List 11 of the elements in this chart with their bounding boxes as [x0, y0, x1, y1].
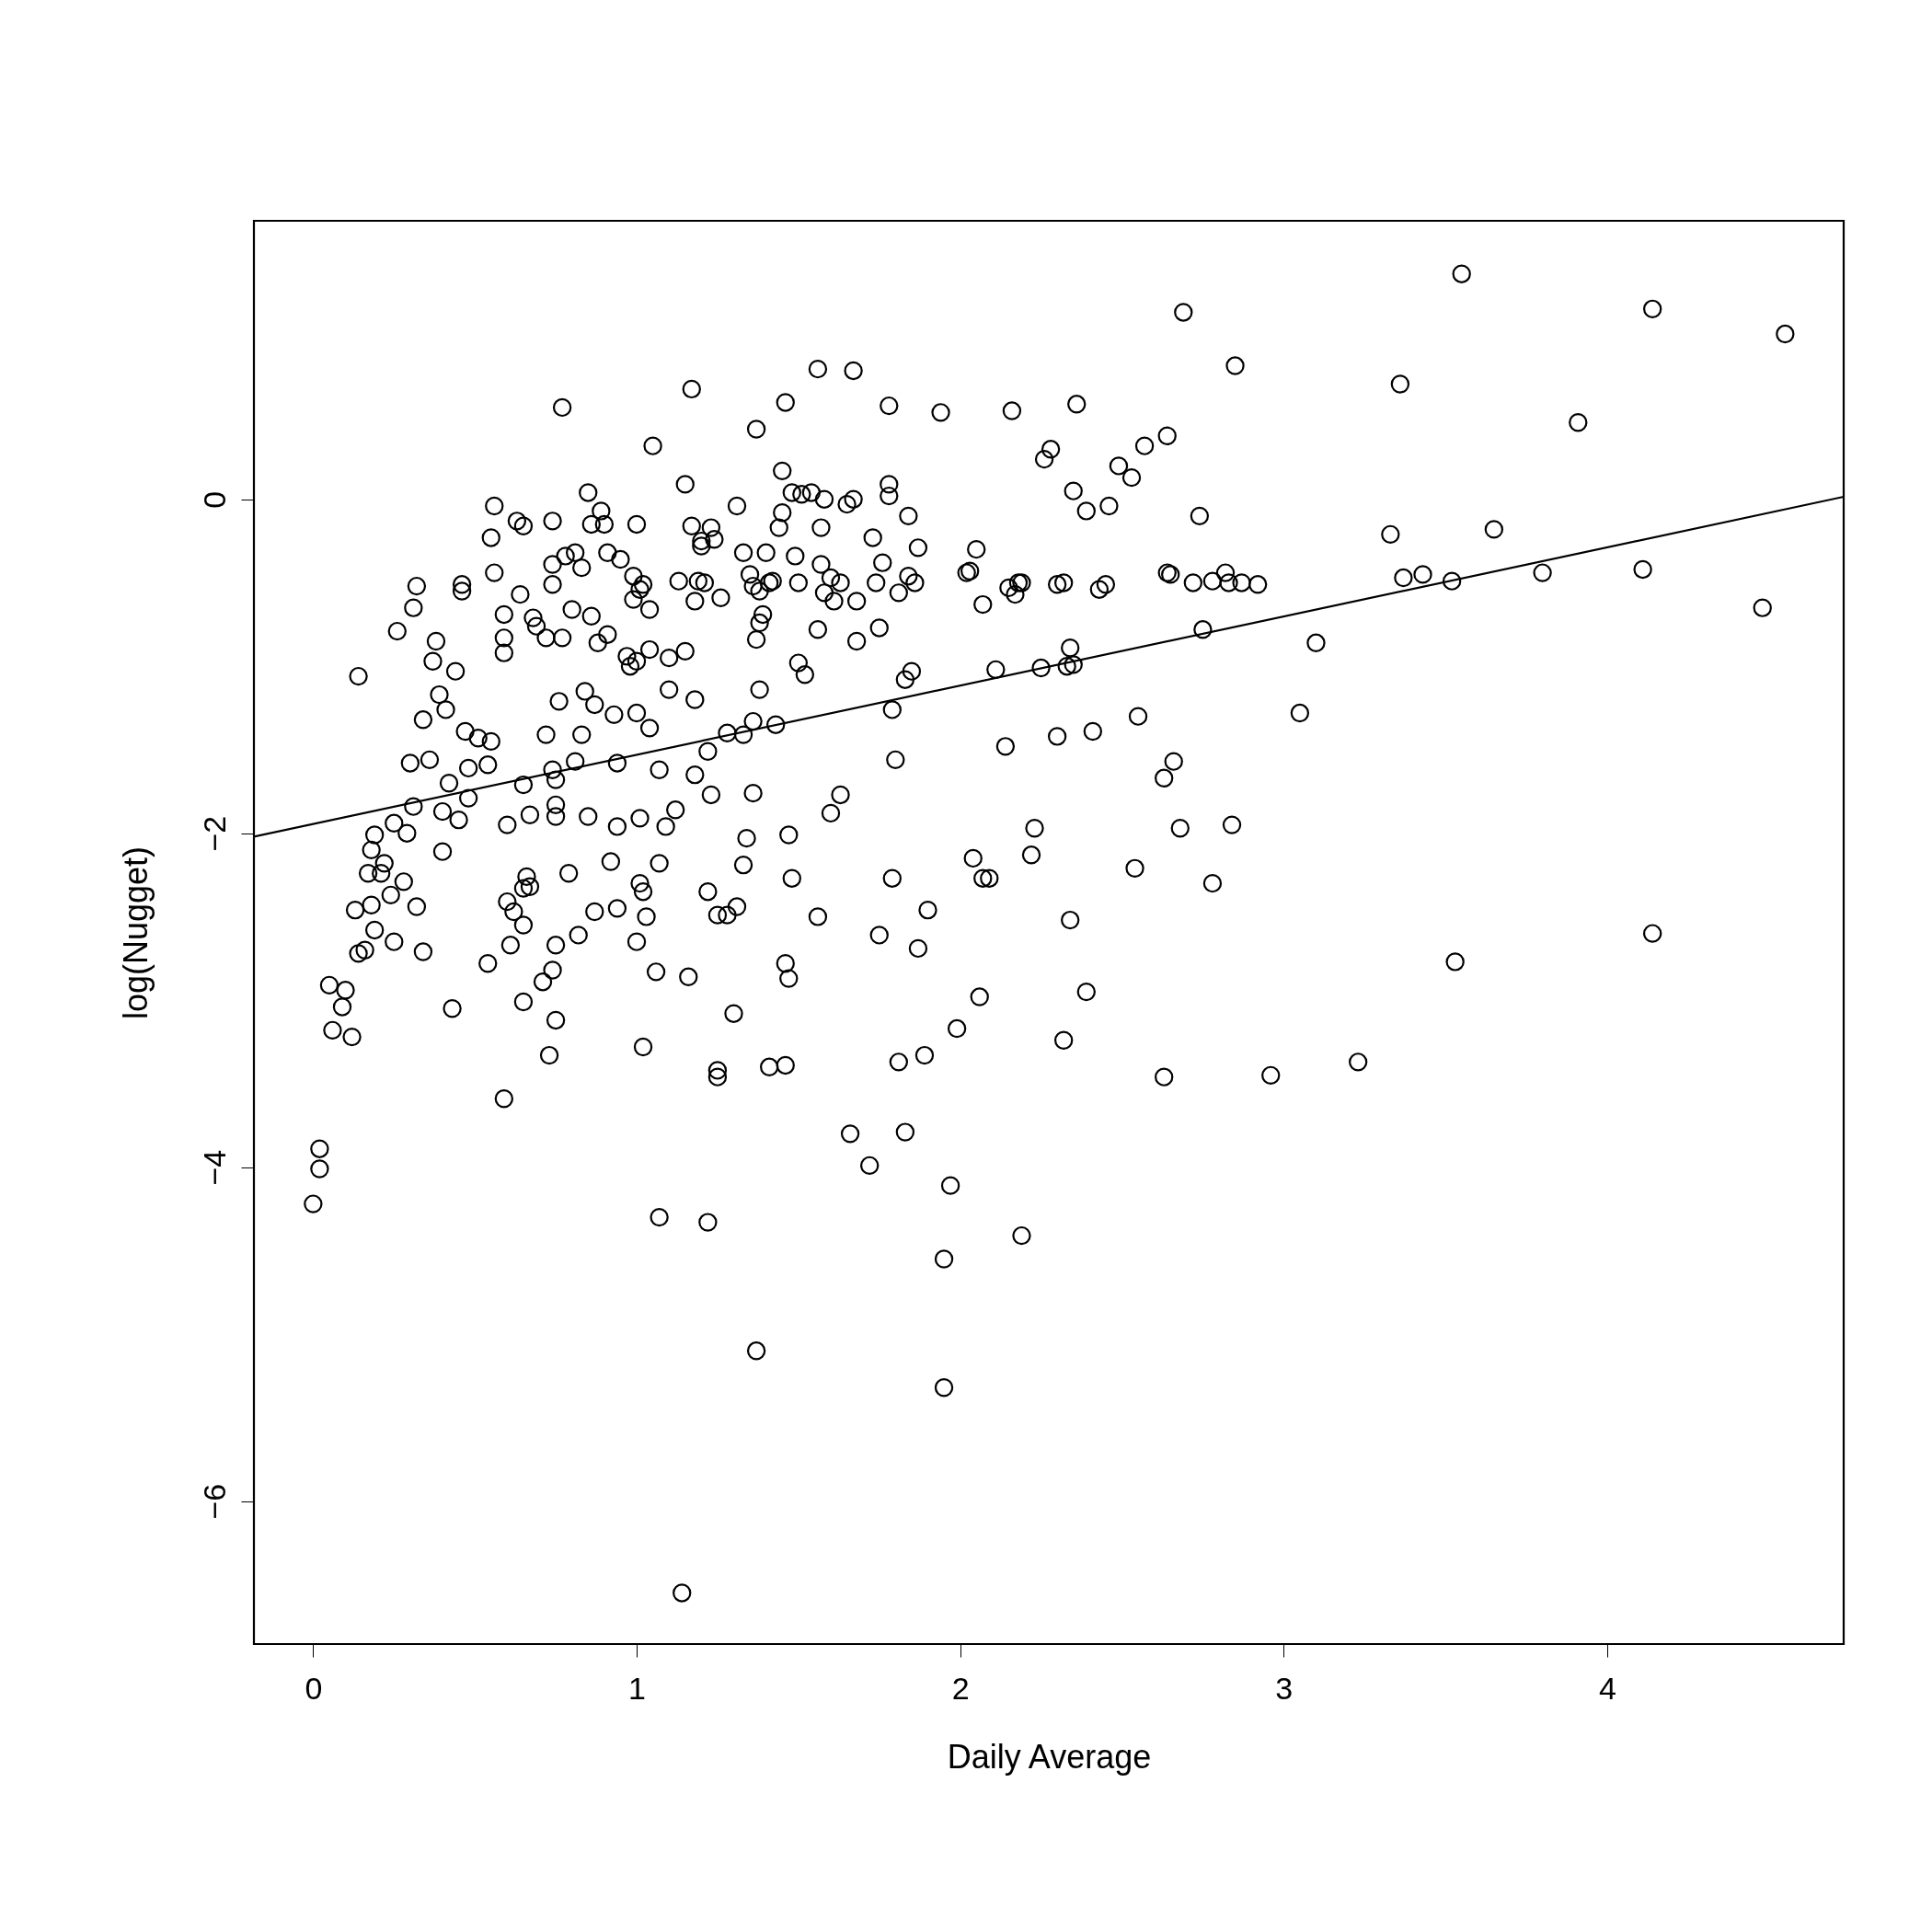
x-axis-title: Daily Average: [947, 1737, 1152, 1776]
x-tick-label: 3: [1275, 1670, 1294, 1706]
x-tick-label: 4: [1598, 1670, 1616, 1706]
x-tick-label: 0: [305, 1670, 323, 1706]
y-tick-label: −2: [196, 815, 232, 852]
x-tick-label: 2: [951, 1670, 970, 1706]
x-tick-label: 1: [628, 1670, 646, 1706]
y-tick-label: −4: [196, 1149, 232, 1186]
y-axis-title: log(Nugget): [116, 845, 155, 1020]
y-tick-label: −6: [196, 1483, 232, 1520]
y-tick-label: 0: [196, 490, 232, 509]
